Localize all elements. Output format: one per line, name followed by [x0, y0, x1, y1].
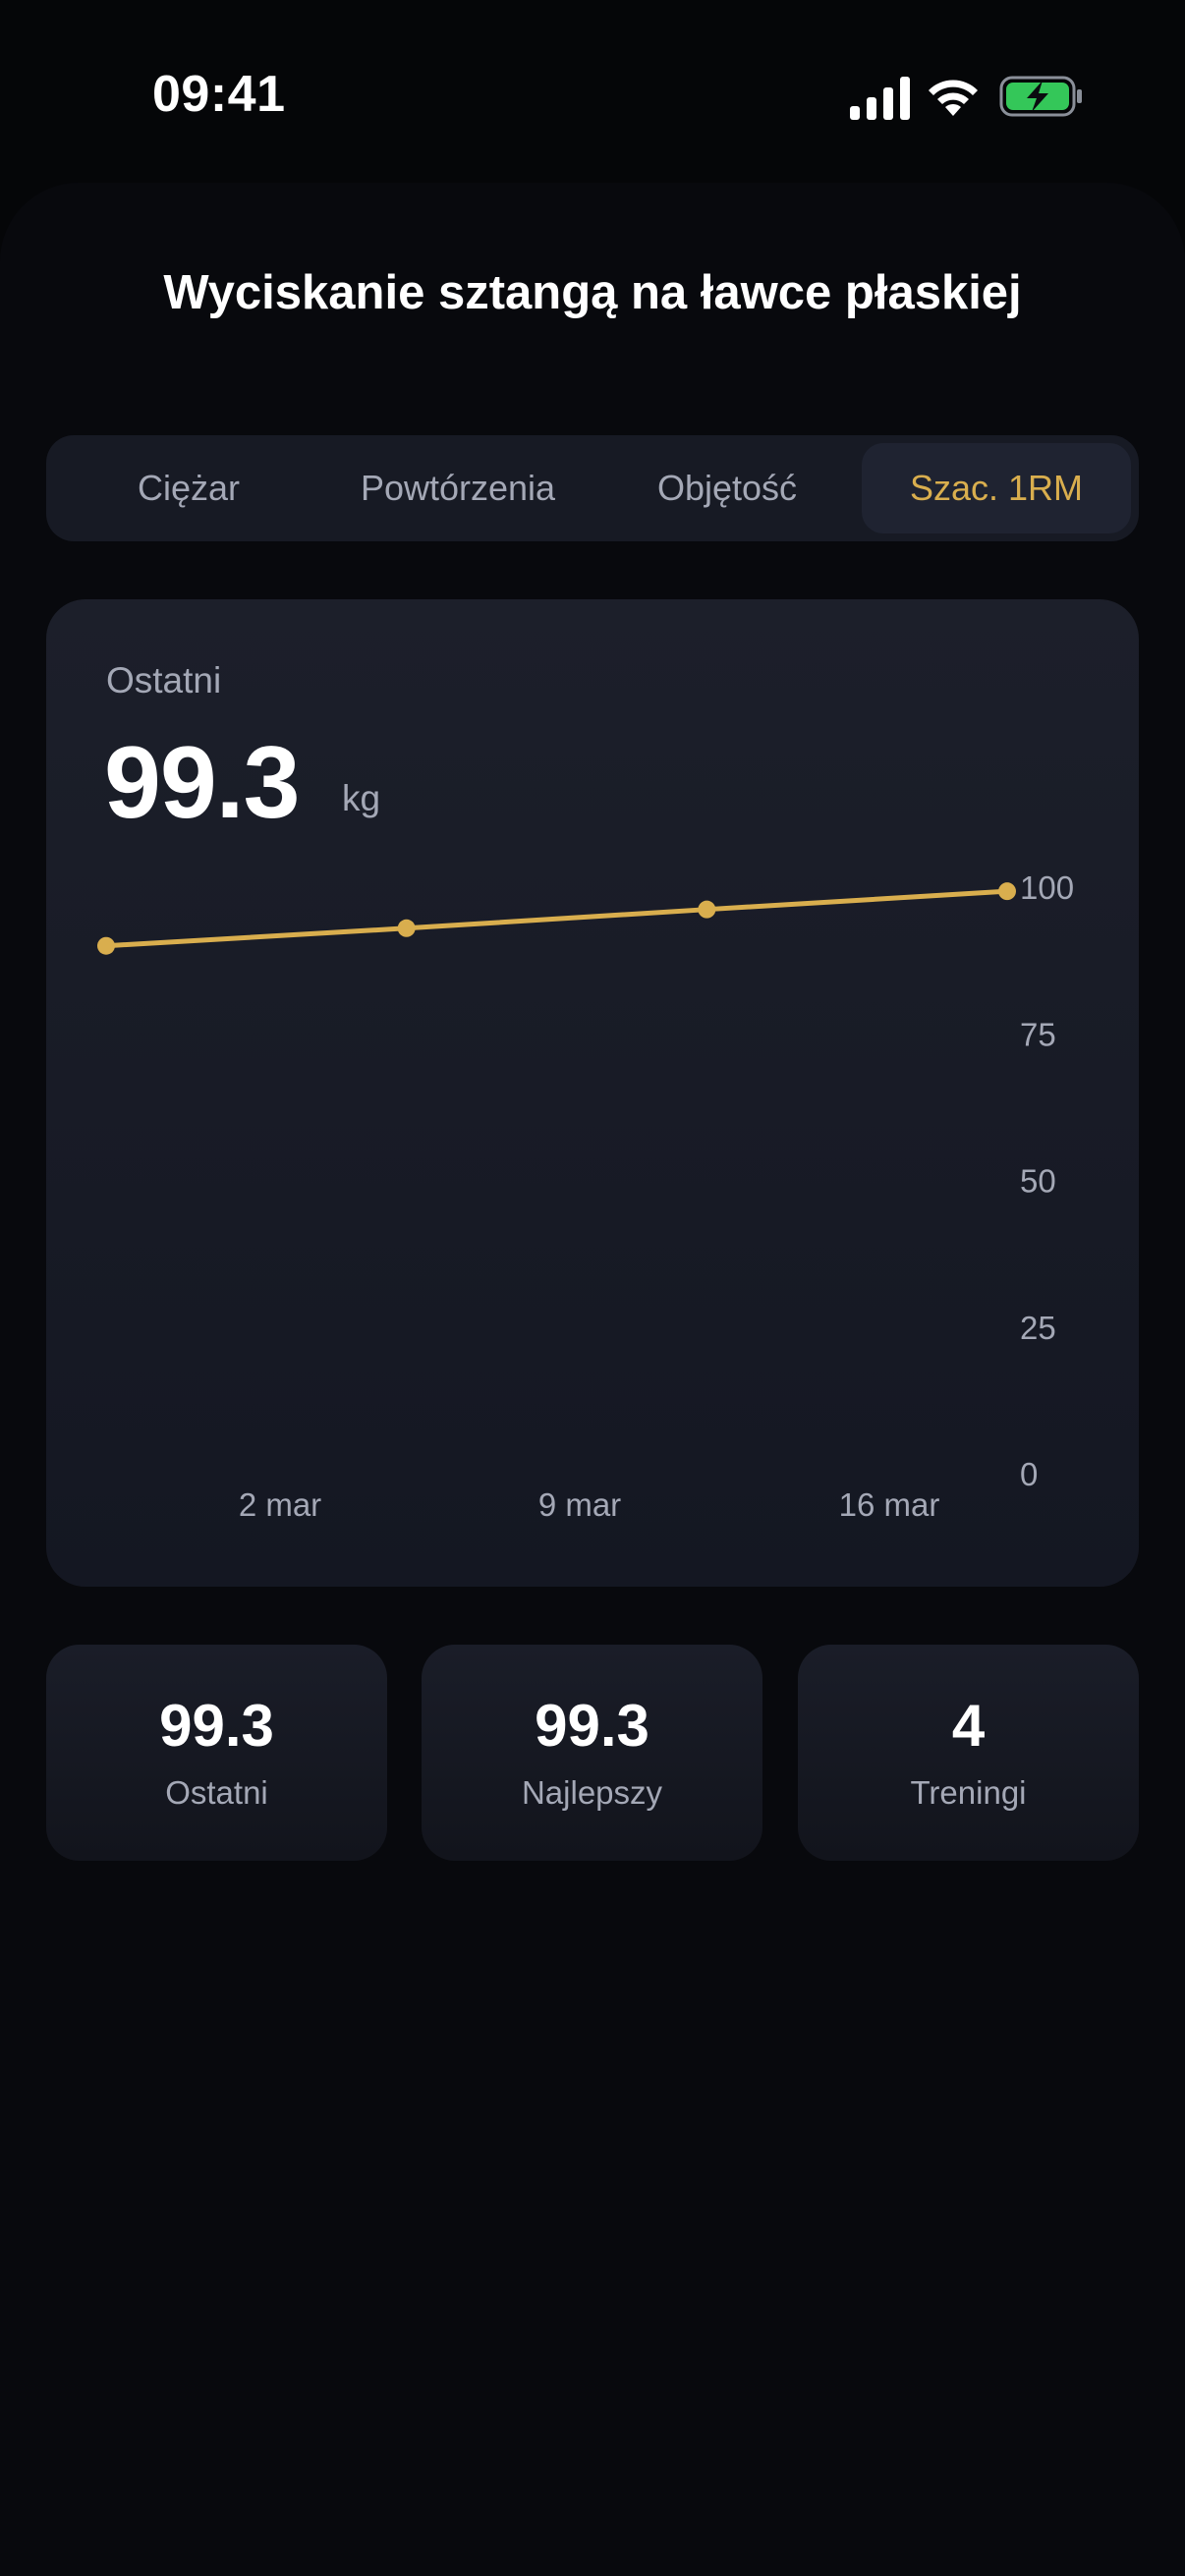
stat-value: 99.3	[535, 1693, 649, 1759]
stat-value: 4	[951, 1693, 986, 1759]
stat-label: Ostatni	[165, 1774, 268, 1811]
stat-card-best: 99.3 Najlepszy	[422, 1645, 762, 1861]
data-point[interactable]	[998, 882, 1016, 901]
status-bar: 09:41	[0, 0, 1185, 187]
data-point[interactable]	[698, 900, 716, 919]
data-point[interactable]	[97, 936, 115, 955]
x-tick-label: 9 mar	[538, 1486, 621, 1523]
stat-value: 99.3	[159, 1693, 274, 1759]
stat-card-workouts: 4 Treningi	[798, 1645, 1139, 1861]
y-tick-label: 25	[1020, 1310, 1056, 1346]
status-time: 09:41	[152, 66, 286, 123]
stat-label: Treningi	[910, 1774, 1027, 1811]
page-title: Wyciskanie sztangą na ławce płaskiej	[163, 266, 1022, 319]
summary-unit: kg	[342, 778, 381, 818]
data-point[interactable]	[397, 919, 416, 937]
x-tick-label: 16 mar	[839, 1486, 940, 1523]
stat-label: Najlepszy	[521, 1774, 663, 1811]
estimated-1rm-line-chart: 0 25 50 75 100 2 mar 9 mar 16 mar	[97, 869, 1074, 1523]
tab-reps[interactable]: Powtórzenia	[360, 468, 556, 508]
y-tick-label: 50	[1020, 1163, 1056, 1200]
stat-card-last: 99.3 Ostatni	[46, 1645, 387, 1861]
y-tick-label: 0	[1020, 1456, 1038, 1492]
wifi-icon	[929, 80, 978, 116]
x-tick-label: 2 mar	[239, 1486, 321, 1523]
series-line	[105, 888, 1008, 949]
cellular-signal-icon	[850, 77, 910, 120]
tab-weight[interactable]: Ciężar	[137, 468, 241, 508]
summary-label: Ostatni	[106, 660, 222, 700]
status-icons	[845, 69, 1082, 124]
y-tick-label: 75	[1020, 1016, 1056, 1052]
chart-card	[46, 599, 1139, 1587]
summary-value: 99.3	[104, 726, 300, 840]
y-tick-label: 100	[1020, 869, 1074, 906]
metric-tabs: Ciężar Powtórzenia Objętość Szac. 1RM	[46, 435, 1139, 541]
tab-estimated-1rm[interactable]: Szac. 1RM	[862, 443, 1131, 533]
tab-volume[interactable]: Objętość	[656, 468, 798, 508]
battery-charging-icon	[999, 76, 1082, 117]
